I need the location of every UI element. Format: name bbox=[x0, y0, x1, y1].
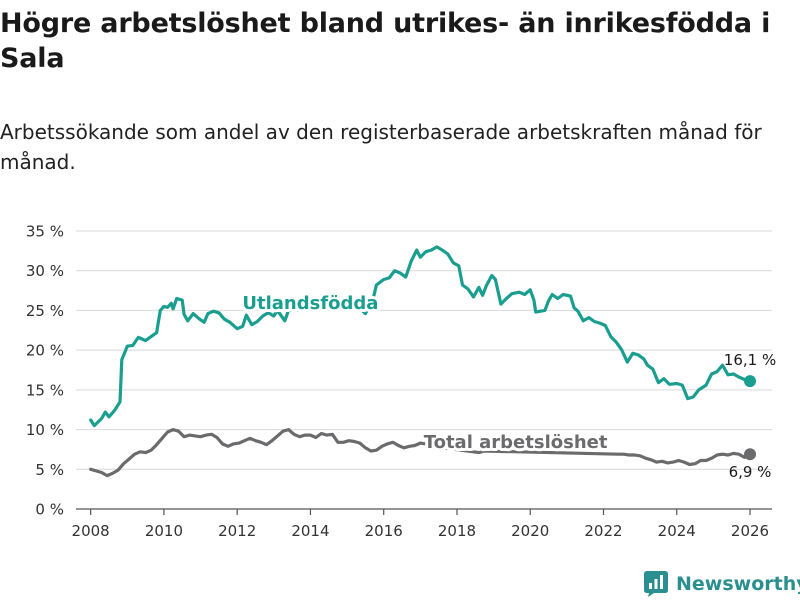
series-label-utlandsfodda-halo: Utlandsfödda bbox=[242, 293, 378, 314]
y-tick-label: 0 % bbox=[35, 501, 64, 519]
newsworthy-logo-text: Newsworthy bbox=[676, 573, 800, 595]
x-tick-label: 2018 bbox=[438, 522, 476, 540]
end-value-label-utlandsfodda: 16,1 % bbox=[724, 351, 776, 369]
end-point-utlandsfodda bbox=[744, 375, 757, 388]
x-tick-label: 2022 bbox=[584, 522, 622, 540]
newsworthy-logo-icon bbox=[644, 571, 668, 597]
y-tick-label: 20 % bbox=[26, 342, 64, 360]
series-line-total bbox=[89, 428, 752, 478]
chart-title: Högre arbetslöshet bland utrikes- än inr… bbox=[0, 8, 771, 74]
x-tick-label: 2010 bbox=[145, 522, 183, 540]
y-tick-label: 15 % bbox=[26, 381, 64, 399]
chart-subtitle: Arbetssökande som andel av den registerb… bbox=[0, 120, 762, 174]
x-tick-label: 2012 bbox=[218, 522, 256, 540]
newsworthy-logo[interactable]: Newsworthy bbox=[644, 569, 800, 599]
x-tick-label: 2008 bbox=[72, 522, 110, 540]
series-label-total-halo: Total arbetslöshet bbox=[424, 432, 608, 453]
end-value-label-total: 6,9 % bbox=[729, 463, 772, 481]
series-label-utlandsfodda: Utlandsfödda bbox=[242, 293, 378, 314]
end-point-total bbox=[744, 448, 757, 461]
series-label-total: Total arbetslöshet bbox=[424, 432, 608, 453]
series-line-utlandsfodda bbox=[89, 245, 752, 428]
y-tick-label: 30 % bbox=[26, 262, 64, 280]
y-tick-label: 25 % bbox=[26, 302, 64, 320]
y-tick-label: 35 % bbox=[26, 223, 64, 241]
x-tick-label: 2026 bbox=[731, 522, 769, 540]
x-tick-label: 2014 bbox=[291, 522, 329, 540]
x-tick-label: 2016 bbox=[365, 522, 403, 540]
x-tick-label: 2024 bbox=[658, 522, 696, 540]
y-tick-label: 10 % bbox=[26, 421, 64, 439]
x-tick-label: 2020 bbox=[511, 522, 549, 540]
y-tick-label: 5 % bbox=[35, 461, 64, 479]
